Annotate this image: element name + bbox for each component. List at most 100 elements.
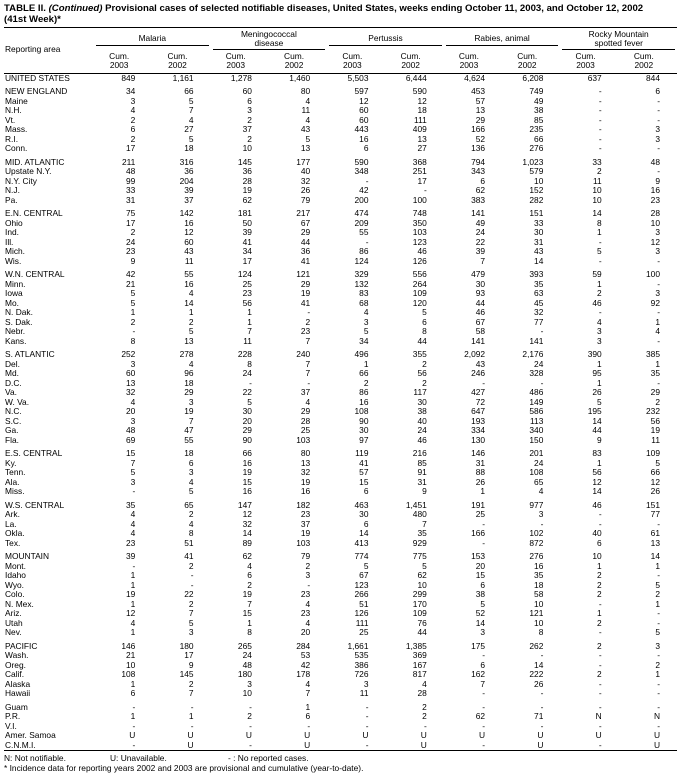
value-cell: 5 [422,308,427,318]
value-cell: 17 [417,176,427,186]
table-row: Guam - - - 1 - 2 - - - - [4,703,677,713]
value-cell: 209 [354,218,369,228]
value-cell: 41 [300,256,311,266]
reporting-area-cell: Ariz. [5,609,22,619]
value-cell: U [187,731,194,741]
value-cell: - [307,580,311,590]
value-cell: 817 [412,670,427,680]
cum-year-header: Cum. 2003 [210,51,269,74]
reporting-area-cell: S. Dak. [5,317,33,327]
value-cell: - [598,134,602,144]
value-cell: 11 [651,435,660,445]
value-cell: 13 [475,106,486,116]
table-row: E.N. CENTRAL 75 142 181 217 474 748 141 151 14 28 [4,209,677,219]
value-cell: 427 [471,388,486,398]
reporting-area-cell: Md. [5,369,19,379]
reporting-area-cell: E.N. CENTRAL [5,209,63,219]
value-cell: 29 [184,388,194,398]
value-cell: 6 [247,571,252,581]
value-cell: - [657,256,660,266]
value-cell: 25 [475,510,486,520]
value-cell: 32 [242,519,252,529]
value-cell: 41 [359,458,369,468]
value-cell: 44 [300,237,311,247]
table-row: Conn. 17 18 10 13 6 27 136 276- - [4,144,677,154]
cum-year-header: Cum. 2002 [268,51,328,74]
table-row: N. Dak. 1 1 1 - 4 5 46 32 - - [4,308,677,318]
value-cell: 43 [475,359,486,369]
value-cell: U [245,731,252,741]
table-row: Nebr. -5 7 23 5 8 58-3 4 [4,327,677,337]
value-cell: 4 [305,96,311,106]
value-cell: 18 [534,580,544,590]
value-cell: 413 [354,538,369,548]
reporting-area-cell: Mont. [5,561,26,571]
value-cell: 45 [534,298,544,308]
value-cell: 111 [355,618,369,628]
reporting-area-cell: N. Dak. [5,308,33,318]
value-cell: 145 [237,157,252,167]
value-cell: 62 [475,712,486,722]
value-cell: 14 [359,529,369,539]
value-cell: 251 [412,167,427,177]
value-cell: 86 [359,247,369,257]
value-cell: - [540,702,544,712]
value-cell: 8 [247,359,252,369]
value-cell: 65 [184,500,194,510]
table-row: Ala. 3 4 15 19 15 31 26 65 12 12 [4,478,677,488]
value-cell: 25 [300,426,311,436]
value-cell: 1 [130,571,136,581]
reporting-area-cell: Okla. [5,529,25,539]
table-row: W.S. CENTRAL 35 65 147 182 463 1,451 191 977 46 15… [4,501,677,511]
value-cell: 121 [529,609,544,619]
value-cell: 25 [359,628,369,638]
value-cell: 2 [188,599,194,609]
value-cell: 929 [412,538,427,548]
value-cell: 5 [130,468,136,478]
value-cell: 453 [471,87,486,97]
table-row: Kans. 8 13 11 7 34 44 141 141 3 - [4,337,677,347]
value-cell: 29 [650,388,660,398]
reporting-area-cell: V.I. [5,721,17,731]
reporting-area-cell: UNITED STATES [5,73,70,83]
value-cell: 2 [597,618,602,628]
value-cell: U [653,731,660,741]
value-cell: 28 [300,416,311,426]
value-cell: 2 [247,580,252,590]
value-cell: 180 [179,641,194,651]
value-cell: 7 [188,609,194,619]
value-cell: 92 [650,298,660,308]
value-cell: - [657,689,660,699]
value-cell: 126 [354,609,369,619]
value-cell: 42 [125,270,136,280]
value-cell: 26 [592,388,602,398]
value-cell: 79 [300,195,311,205]
value-cell: 586 [529,407,544,417]
reporting-area-cell: Utah [5,618,23,628]
value-cell: 113 [530,416,544,426]
value-cell: 14 [475,618,486,628]
value-cell: 65 [534,477,544,487]
value-cell: 103 [296,435,311,445]
value-cell: - [540,689,544,699]
reporting-area-cell: Ky. [5,458,17,468]
value-cell: 48 [125,167,136,177]
value-cell: 3 [597,327,602,337]
value-cell: 58 [534,590,544,600]
value-cell: 15 [242,477,252,487]
value-cell: 1 [130,628,136,638]
value-cell: 52 [475,134,486,144]
value-cell: - [657,618,660,628]
table-row: D.C. 13 18 - - 2 2 - - 1 - [4,379,677,389]
table-row: Iowa 5 4 23 19 83 109 93 63 2 3 [4,289,677,299]
table-row: W.N. CENTRAL 42 55 124 121 329 556 479 393 59 100 [4,270,677,280]
value-cell: 19 [125,590,136,600]
value-cell: - [307,308,311,318]
table-row: Nev. 1 3 8 20 25 44 3 8 - 5 [4,628,677,638]
value-cell: 252 [121,350,136,360]
value-cell: 355 [412,350,427,360]
value-cell: - [482,378,486,388]
value-cell: 15 [242,609,252,619]
value-cell: 17 [184,651,194,661]
value-cell: 35 [534,571,544,581]
